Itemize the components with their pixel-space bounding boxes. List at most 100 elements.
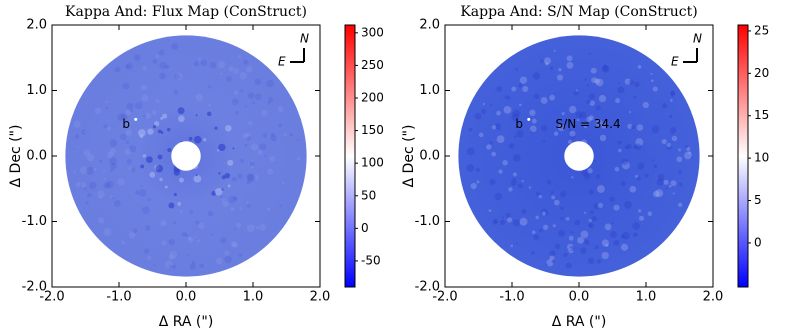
speckle <box>165 64 170 69</box>
speckle <box>541 211 546 216</box>
speckle <box>237 54 242 59</box>
speckle <box>638 215 644 221</box>
speckle <box>496 110 501 116</box>
speckle <box>103 124 108 129</box>
speckle <box>628 79 635 85</box>
speckle <box>586 116 592 122</box>
speckle <box>247 204 251 208</box>
speckle <box>491 151 497 157</box>
colorbar-tick-label: 50 <box>361 188 376 202</box>
speckle <box>246 224 255 233</box>
speckle <box>538 228 543 233</box>
speckle <box>549 94 555 101</box>
speckle <box>168 254 174 260</box>
speckle <box>533 234 540 241</box>
speckle <box>498 169 503 174</box>
speckle <box>652 158 655 162</box>
compass-e-label: E <box>278 55 286 69</box>
speckle <box>620 243 629 251</box>
speckle <box>97 190 105 199</box>
speckle <box>542 139 546 143</box>
speckle <box>571 176 574 179</box>
speckle <box>225 124 232 132</box>
speckle <box>496 135 505 144</box>
speckle <box>601 124 606 129</box>
speckle <box>152 58 158 64</box>
speckle <box>147 128 154 135</box>
speckle <box>586 83 590 87</box>
speckle <box>569 130 576 137</box>
annotation: b <box>515 117 523 131</box>
speckle <box>620 234 625 239</box>
speckle <box>594 245 599 250</box>
speckle <box>221 175 226 180</box>
speckle <box>507 217 513 223</box>
speckle <box>545 263 548 266</box>
speckle <box>478 132 484 138</box>
colorbar-tick-label: 15 <box>754 108 769 122</box>
speckle <box>652 190 660 198</box>
colorbar-tick-label: 20 <box>754 66 769 80</box>
speckle <box>583 173 591 180</box>
speckle <box>670 90 675 96</box>
speckle <box>614 166 620 172</box>
speckle <box>228 66 234 72</box>
speckle <box>519 76 528 84</box>
speckle <box>198 222 205 229</box>
speckle <box>255 225 260 230</box>
speckle <box>227 184 231 188</box>
speckle <box>570 133 576 139</box>
speckle <box>512 219 521 227</box>
speckle <box>143 114 147 118</box>
speckle <box>650 79 654 83</box>
speckle <box>75 182 81 188</box>
speckle <box>566 61 574 69</box>
speckle <box>235 111 239 115</box>
speckle <box>672 192 675 195</box>
x-tick-label: -2.0 <box>432 290 457 305</box>
speckle <box>161 240 167 246</box>
speckle <box>155 98 160 104</box>
speckle <box>73 170 76 173</box>
x-tick-label: -1.0 <box>106 290 131 305</box>
annotation: S/N = 34.4 <box>556 117 621 131</box>
speckle <box>117 113 126 122</box>
speckle <box>544 57 552 65</box>
speckle <box>130 167 136 173</box>
colorbar-tick-label: 100 <box>361 156 384 170</box>
speckle <box>512 109 521 118</box>
speckle <box>134 54 141 61</box>
speckle <box>531 230 536 235</box>
speckle <box>508 187 513 192</box>
speckle <box>558 229 566 237</box>
speckle <box>540 59 544 63</box>
speckle <box>596 259 602 264</box>
speckle <box>621 158 629 166</box>
speckle <box>130 109 134 113</box>
compass-e-label: E <box>671 55 679 69</box>
speckle <box>164 260 173 269</box>
speckle <box>81 129 87 135</box>
speckle <box>624 200 632 209</box>
speckle <box>470 182 477 190</box>
speckle <box>126 158 132 164</box>
speckle <box>195 174 198 177</box>
speckle <box>515 242 518 245</box>
speckle <box>617 86 625 94</box>
speckle <box>510 244 513 248</box>
speckle <box>259 223 267 231</box>
speckle <box>482 102 485 106</box>
speckle <box>624 145 629 150</box>
speckle <box>268 96 274 102</box>
speckle <box>246 180 251 185</box>
speckle <box>609 196 615 203</box>
speckle <box>591 216 597 222</box>
speckle <box>125 109 132 116</box>
speckle <box>584 78 587 81</box>
speckle <box>232 242 238 248</box>
speckle <box>626 143 632 150</box>
speckle <box>529 109 536 116</box>
speckle <box>615 98 621 104</box>
speckle <box>247 162 251 165</box>
speckle <box>177 202 182 206</box>
